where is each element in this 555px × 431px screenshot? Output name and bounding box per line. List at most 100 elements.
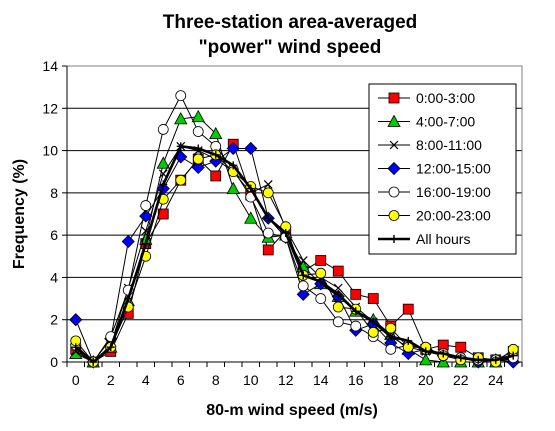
data-point <box>297 280 309 292</box>
data-point <box>369 317 378 326</box>
legend-label: 12:00-15:00 <box>416 161 491 177</box>
data-point <box>296 287 310 301</box>
data-point <box>262 227 274 239</box>
data-point <box>89 358 98 366</box>
data-point <box>351 307 360 316</box>
data-point <box>299 271 308 280</box>
data-point <box>315 255 327 266</box>
x-tick-label-18: 18 <box>383 372 399 388</box>
legend-marker <box>387 161 401 176</box>
data-point <box>350 320 362 332</box>
series-layer <box>69 90 520 369</box>
data-point <box>191 109 205 123</box>
data-point <box>71 343 80 352</box>
x-tick-label-20: 20 <box>418 372 434 388</box>
data-point <box>298 256 308 265</box>
data-point <box>316 277 325 286</box>
legend-label: All hours <box>416 231 470 247</box>
data-point <box>281 229 290 238</box>
data-point <box>404 336 413 345</box>
data-point <box>124 294 133 303</box>
data-point <box>157 124 169 135</box>
x-tick-label-6: 6 <box>177 372 185 388</box>
x-tick-label-16: 16 <box>348 372 364 388</box>
data-point <box>175 90 187 101</box>
data-point <box>192 126 204 137</box>
x-tick-label-22: 22 <box>453 372 469 388</box>
legend-marker <box>388 210 400 221</box>
data-point <box>192 153 204 165</box>
data-point <box>386 332 395 341</box>
data-point <box>474 355 483 364</box>
legend-label: 0:00-3:00 <box>416 90 475 106</box>
x-tick-label-10: 10 <box>243 372 259 388</box>
data-point <box>367 293 379 304</box>
legend-marker <box>389 140 399 150</box>
data-point <box>174 112 188 125</box>
y-tick-label-10: 10 <box>42 143 58 159</box>
data-point <box>176 142 185 151</box>
y-tick-label-2: 2 <box>50 312 58 328</box>
legend-marker <box>390 235 398 243</box>
data-point <box>211 150 220 159</box>
x-tick-label-14: 14 <box>313 372 329 388</box>
y-tick-label-4: 4 <box>50 269 58 285</box>
y-tick-label-14: 14 <box>42 58 58 74</box>
x-tick-label-4: 4 <box>142 372 150 388</box>
chart-title-line-2: "power" wind speed <box>199 37 382 58</box>
legend-label: 20:00-23:00 <box>416 208 491 224</box>
data-point <box>315 293 327 304</box>
legend: 0:00-3:00 4:00-7:00 8:00-11:00 12:00-15:00 1… <box>368 83 517 255</box>
x-tick-label-8: 8 <box>212 372 220 388</box>
data-point <box>194 144 203 153</box>
data-point <box>419 353 433 366</box>
data-point <box>332 265 344 277</box>
data-point <box>402 303 414 315</box>
data-point <box>491 355 500 364</box>
y-axis-title: Frequency (%) <box>11 159 28 269</box>
data-point <box>439 349 448 358</box>
x-axis-title: 80-m wind speed (m/s) <box>206 402 378 419</box>
data-point <box>262 244 274 256</box>
data-point <box>315 267 327 279</box>
data-point <box>264 214 273 223</box>
data-point <box>421 347 430 356</box>
y-tick-label-12: 12 <box>42 100 58 116</box>
data-point <box>456 353 465 362</box>
data-point <box>141 239 150 248</box>
data-point <box>156 156 170 169</box>
x-tick-label-2: 2 <box>107 372 115 388</box>
data-point <box>455 341 467 353</box>
data-point <box>210 170 222 182</box>
data-point <box>332 301 344 313</box>
legend-marker <box>388 92 400 104</box>
x-tick-label-12: 12 <box>278 372 294 388</box>
data-point <box>226 181 240 195</box>
data-point <box>262 187 274 199</box>
series-6 <box>71 142 518 366</box>
data-point <box>367 326 379 338</box>
data-point <box>140 200 152 211</box>
data-point <box>191 160 205 175</box>
data-point <box>246 184 255 193</box>
chart-title-line-1: Three-station area-averaged <box>163 12 418 33</box>
data-point <box>175 174 187 186</box>
legend-label: 4:00-7:00 <box>416 114 475 130</box>
data-point <box>332 316 344 328</box>
legend-marker <box>388 186 400 198</box>
x-tick-label-0: 0 <box>72 372 80 388</box>
data-point <box>244 211 258 224</box>
data-point <box>263 179 273 189</box>
data-point <box>229 161 238 170</box>
data-point <box>244 141 258 156</box>
data-point <box>334 290 343 299</box>
data-point <box>333 283 343 293</box>
data-point <box>350 288 362 300</box>
data-point <box>385 322 397 334</box>
legend-label: 16:00-19:00 <box>416 184 491 200</box>
data-point <box>226 141 240 156</box>
legend-label: 8:00-11:00 <box>416 137 482 153</box>
y-tick-label-8: 8 <box>50 185 58 201</box>
